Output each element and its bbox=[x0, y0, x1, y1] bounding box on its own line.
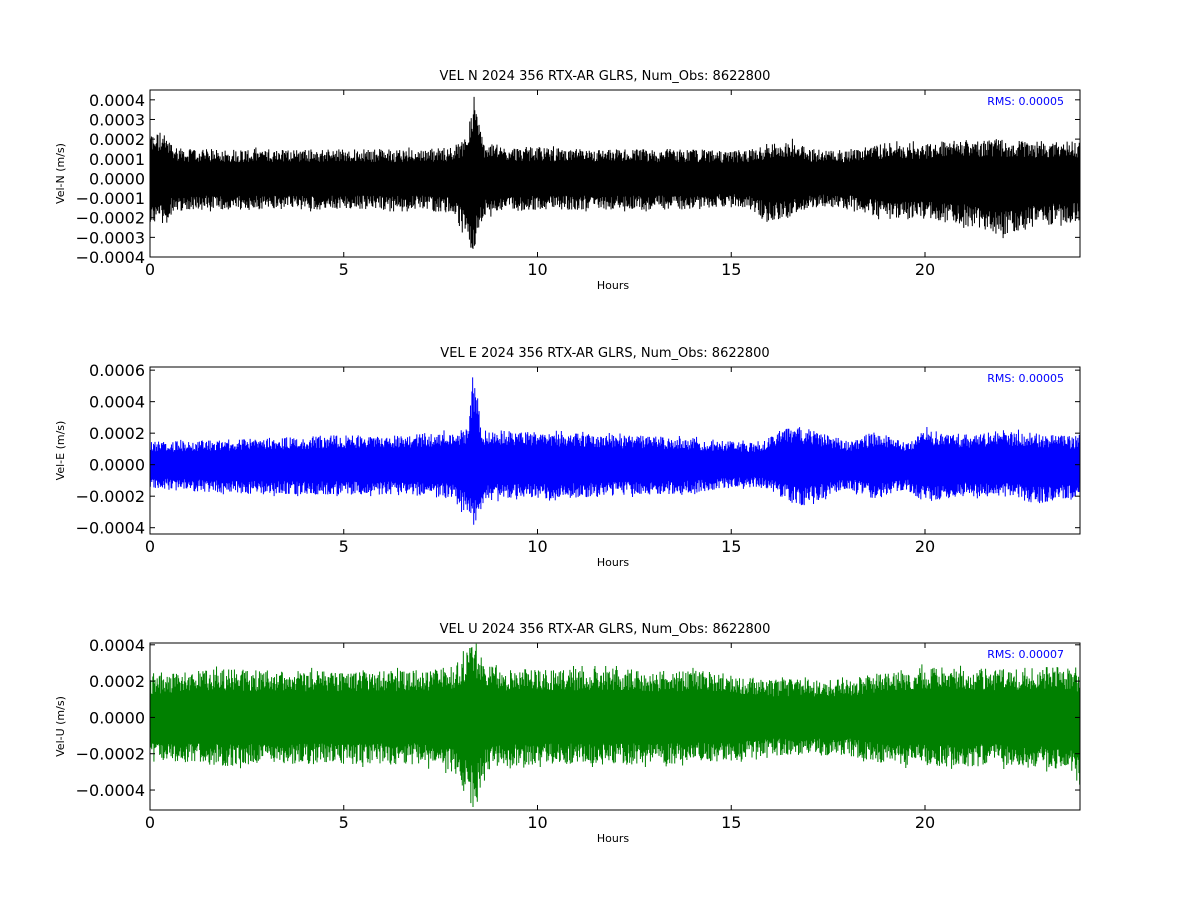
y-tick-label: 0.0004 bbox=[89, 91, 145, 110]
x-tick-label: 15 bbox=[721, 537, 741, 556]
y-tick-label: 0.0002 bbox=[89, 672, 145, 691]
rms-annotation: RMS: 0.00005 bbox=[987, 95, 1064, 108]
y-tick-label: 0.0003 bbox=[89, 110, 145, 129]
x-axis-label: Hours bbox=[597, 279, 629, 292]
panel-3: −0.0004 −0.0002 0.0000 0.0002 0.0004 0 5 10 15 20… bbox=[54, 622, 1081, 845]
x-axis-label: Hours bbox=[597, 832, 629, 845]
y-tick-label: 0.0004 bbox=[89, 393, 145, 412]
x-tick-label: 10 bbox=[527, 813, 547, 832]
x-tick-label: 0 bbox=[145, 813, 155, 832]
x-tick-label: 5 bbox=[339, 813, 349, 832]
y-tick-label: −0.0002 bbox=[76, 745, 145, 764]
y-tick-label: 0.0000 bbox=[89, 169, 145, 188]
y-tick-label: 0.0001 bbox=[89, 150, 145, 169]
y-tick-label: 0.0002 bbox=[89, 130, 145, 149]
y-tick-label: 0.0000 bbox=[89, 708, 145, 727]
y-tick-label: −0.0004 bbox=[76, 248, 145, 267]
chart-title: VEL U 2024 356 RTX-AR GLRS, Num_Obs: 862… bbox=[440, 622, 771, 637]
panels: −0.0004−0.0003−0.0002−0.00010.00000.0001… bbox=[54, 69, 1081, 845]
x-tick-label: 20 bbox=[915, 537, 935, 556]
x-tick-label: 20 bbox=[915, 260, 935, 279]
y-tick-label: −0.0001 bbox=[76, 189, 145, 208]
x-tick-label: 5 bbox=[339, 537, 349, 556]
y-tick-label: −0.0002 bbox=[76, 487, 145, 506]
panel-1: −0.0004−0.0003−0.0002−0.00010.00000.0001… bbox=[54, 69, 1081, 292]
rms-annotation: RMS: 0.00007 bbox=[987, 648, 1064, 661]
series-trace bbox=[150, 377, 1080, 525]
y-tick-label: 0.0002 bbox=[89, 424, 145, 443]
panel-2: −0.0004 −0.0002 0.0000 0.0002 0.0004 0.0006 0 5… bbox=[54, 346, 1081, 569]
y-tick-label: 0.0000 bbox=[89, 456, 145, 475]
x-tick-label: 20 bbox=[915, 813, 935, 832]
x-tick-label: 10 bbox=[527, 537, 547, 556]
series-trace bbox=[150, 643, 1080, 808]
rms-annotation: RMS: 0.00005 bbox=[987, 372, 1064, 385]
x-tick-label: 10 bbox=[527, 260, 547, 279]
x-tick-label: 5 bbox=[339, 260, 349, 279]
axes-frame bbox=[149, 89, 1081, 258]
series-trace bbox=[150, 96, 1080, 249]
y-axis-label: Vel-U (m/s) bbox=[54, 696, 67, 757]
y-tick-label: −0.0004 bbox=[76, 519, 145, 538]
y-tick-label: −0.0003 bbox=[76, 228, 145, 247]
axes-frame bbox=[149, 366, 1081, 535]
y-tick-label: −0.0002 bbox=[76, 209, 145, 228]
x-tick-label: 15 bbox=[721, 260, 741, 279]
y-axis-label: Vel-E (m/s) bbox=[54, 421, 67, 481]
x-tick-label: 0 bbox=[145, 260, 155, 279]
y-tick-label: 0.0004 bbox=[89, 636, 145, 655]
chart-title: VEL N 2024 356 RTX-AR GLRS, Num_Obs: 862… bbox=[440, 69, 771, 84]
x-tick-label: 15 bbox=[721, 813, 741, 832]
y-tick-label: 0.0006 bbox=[89, 361, 145, 380]
x-tick-label: 0 bbox=[145, 537, 155, 556]
chart-title: VEL E 2024 356 RTX-AR GLRS, Num_Obs: 862… bbox=[440, 346, 769, 361]
y-axis-label: Vel-N (m/s) bbox=[54, 143, 67, 204]
y-tick-label: −0.0004 bbox=[76, 781, 145, 800]
x-axis-label: Hours bbox=[597, 556, 629, 569]
axes-frame bbox=[149, 642, 1081, 811]
